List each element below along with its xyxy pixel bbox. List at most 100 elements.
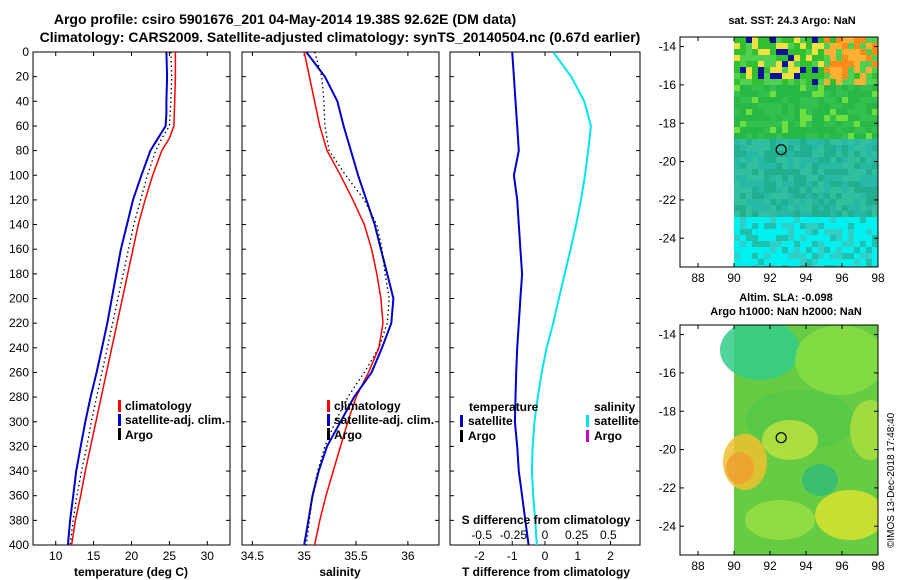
sst-cell [824, 91, 830, 97]
sst-cell [818, 145, 824, 151]
sst-cell [758, 127, 764, 133]
sst-cell [758, 79, 764, 85]
sst-cell [824, 205, 830, 211]
sst-cell [782, 229, 788, 235]
sst-cell [872, 49, 878, 55]
sla-field [720, 325, 878, 555]
sst-cell [860, 265, 866, 267]
map-y-tick-label: -22 [659, 481, 677, 495]
sst-cell [800, 55, 806, 61]
sst-cell [872, 169, 878, 175]
sst-cell [782, 67, 788, 73]
sst-cell [872, 157, 878, 163]
sst-cell [866, 193, 872, 199]
sst-cell [824, 115, 830, 121]
sst-cell [788, 55, 794, 61]
sst-cell [794, 115, 800, 121]
sst-cell [740, 109, 746, 115]
sst-cell [872, 199, 878, 205]
sst-cell [740, 73, 746, 79]
map-y-tick-label: -16 [659, 78, 677, 92]
sst-cell [812, 127, 818, 133]
sst-cell [740, 97, 746, 103]
sst-cell [854, 205, 860, 211]
sst-cell [842, 151, 848, 157]
sst-cell [752, 187, 758, 193]
sst-cell [860, 145, 866, 151]
sst-cell [752, 259, 758, 265]
sst-cell [854, 253, 860, 259]
sst-cell [848, 109, 854, 115]
sst-cell [800, 193, 806, 199]
sst-cell [860, 79, 866, 85]
sst-cell [770, 265, 776, 267]
sst-cell [734, 55, 740, 61]
sst-cell [740, 61, 746, 67]
sst-cell [746, 163, 752, 169]
sst-cell [836, 175, 842, 181]
sst-cell [758, 139, 764, 145]
sst-cell [794, 91, 800, 97]
sst-cell [842, 205, 848, 211]
sst-cell [782, 187, 788, 193]
sst-cell [854, 151, 860, 157]
legend-label-salinity-argo: Argo [594, 429, 622, 443]
sst-cell [794, 121, 800, 127]
sst-cell [794, 193, 800, 199]
sst-cell [806, 37, 812, 43]
sst-cell [872, 187, 878, 193]
sst-cell [818, 121, 824, 127]
sst-cell [830, 43, 836, 49]
salinity-difference-label: S difference from climatology [462, 513, 631, 527]
sst-cell [740, 37, 746, 43]
sst-cell [752, 127, 758, 133]
y-tick-label: 180 [9, 267, 29, 281]
sst-cell [758, 115, 764, 121]
sst-cell [764, 67, 770, 73]
sst-cell [848, 199, 854, 205]
sla-argo-marker [775, 432, 787, 444]
sst-cell [776, 217, 782, 223]
sst-cell [854, 157, 860, 163]
sst-cell [752, 181, 758, 187]
sst-cell [752, 253, 758, 259]
sst-cell [740, 133, 746, 139]
sst-cell [860, 169, 866, 175]
y-tick-label: 260 [9, 365, 29, 379]
sst-cell [752, 67, 758, 73]
sst-cell [842, 217, 848, 223]
sst-cell [830, 187, 836, 193]
sst-cell [830, 139, 836, 145]
sst-cell [764, 205, 770, 211]
sst-cell [740, 259, 746, 265]
y-tick-label: 100 [9, 168, 29, 182]
x-tick-label: 15 [87, 549, 101, 563]
salinity-axes-frame [241, 51, 440, 546]
sst-cell [794, 67, 800, 73]
sst-cell [848, 91, 854, 97]
sst-cell [854, 67, 860, 73]
sst-cell [842, 73, 848, 79]
sst-cell [836, 115, 842, 121]
legend-label-argo: Argo [125, 428, 153, 442]
sst-cell [866, 169, 872, 175]
sst-cell [782, 151, 788, 157]
sst-cell [860, 133, 866, 139]
sst-cell [806, 223, 812, 229]
sst-cell [866, 241, 872, 247]
x-tick-label: 10 [49, 549, 63, 563]
sst-cell [746, 259, 752, 265]
sst-cell [740, 163, 746, 169]
sst-cell [830, 211, 836, 217]
sst-cell [812, 193, 818, 199]
sst-cell [812, 73, 818, 79]
map-y-tick-label: -14 [659, 40, 677, 54]
sst-cell [836, 151, 842, 157]
sst-cell [794, 97, 800, 103]
sst-cell [860, 115, 866, 121]
sst-cell [782, 115, 788, 121]
temperature-panel: 0 20 40 60 80 100 120 140 160 180 200 220 240 260 280 3… [9, 45, 231, 579]
sst-cell [830, 79, 836, 85]
sst-cell [764, 199, 770, 205]
sst-cell [746, 97, 752, 103]
